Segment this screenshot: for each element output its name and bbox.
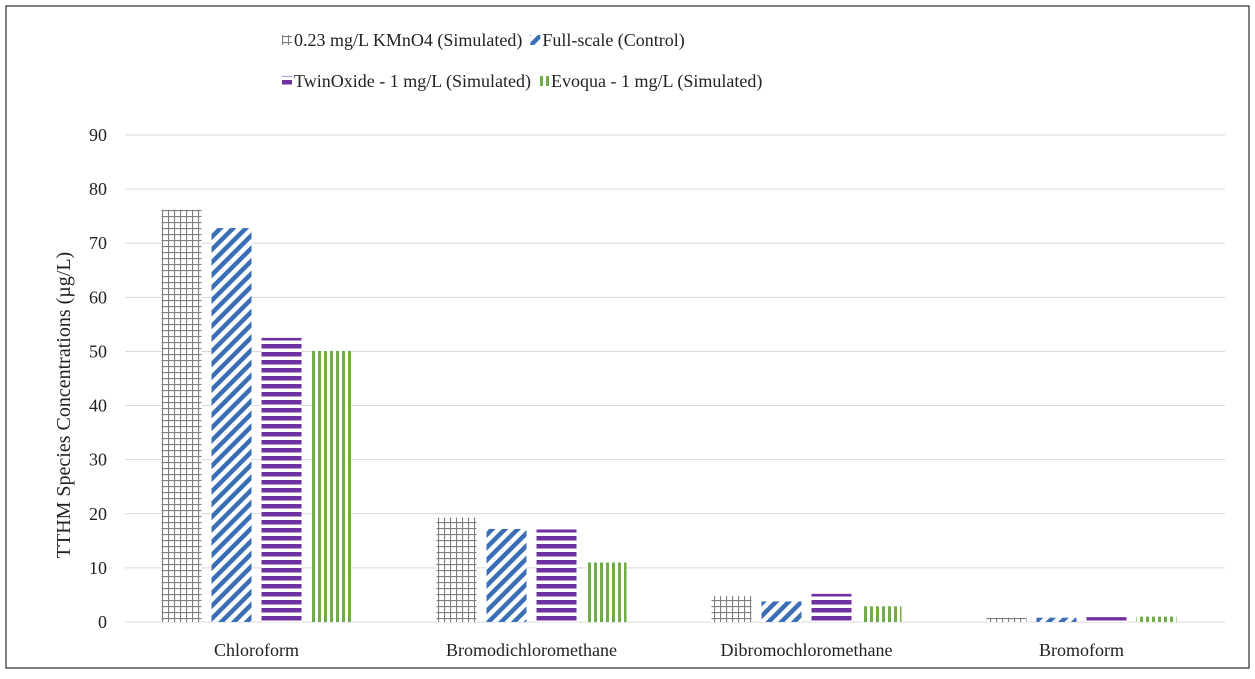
y-tick-label: 70 — [89, 233, 107, 253]
bar-4-bromoform — [1136, 616, 1177, 622]
bar-2-dibromochloromethane — [761, 601, 802, 622]
bar-3-bromoform — [1086, 617, 1127, 622]
bar-2-bromodichloromethane — [486, 528, 527, 622]
y-tick-label: 40 — [89, 396, 107, 416]
bar-3-bromodichloromethane — [536, 529, 577, 622]
bar-1-chloroform — [161, 209, 202, 622]
legend-swatch — [539, 76, 550, 86]
y-tick-label: 0 — [98, 612, 107, 632]
y-tick-label: 90 — [89, 125, 107, 145]
x-category-label: Chloroform — [214, 640, 299, 660]
legend-swatch — [282, 76, 292, 86]
bar-1-bromoform — [986, 617, 1027, 622]
legend-entry: Evoqua - 1 mg/L (Simulated) — [551, 71, 762, 92]
legend-swatch — [282, 35, 292, 45]
y-tick-label: 20 — [89, 504, 107, 524]
y-tick-label: 10 — [89, 558, 107, 578]
bar-2-bromoform — [1036, 617, 1077, 622]
bar-1-bromodichloromethane — [436, 517, 477, 622]
y-tick-label: 30 — [89, 450, 107, 470]
bar-4-dibromochloromethane — [861, 606, 902, 622]
legend-entry: 0.23 mg/L KMnO4 (Simulated) — [294, 30, 522, 51]
x-category-label: Bromodichloromethane — [446, 640, 617, 660]
legend-entry: TwinOxide - 1 mg/L (Simulated) — [294, 71, 531, 92]
bar-3-chloroform — [261, 337, 302, 622]
x-category-label: Dibromochloromethane — [721, 640, 893, 660]
legend-swatch — [530, 35, 541, 45]
y-axis-label: TTHM Species Concentrations (µg/L) — [53, 252, 75, 558]
legend: 0.23 mg/L KMnO4 (Simulated) Full-scale (C… — [282, 30, 762, 92]
y-tick-label: 80 — [89, 179, 107, 199]
y-tick-label: 60 — [89, 287, 107, 307]
legend-entry: Full-scale (Control) — [542, 30, 684, 51]
y-tick-labels: 0 10 20 30 40 50 60 70 80 90 — [89, 125, 107, 632]
bar-4-bromodichloromethane — [586, 562, 627, 622]
bar-4-chloroform — [311, 350, 352, 622]
bar-1-dibromochloromethane — [711, 596, 752, 622]
bar-3-dibromochloromethane — [811, 593, 852, 622]
y-tick-label: 50 — [89, 341, 107, 361]
bars — [161, 209, 1177, 622]
bar-2-chloroform — [211, 228, 252, 622]
x-category-label: Bromoform — [1039, 640, 1124, 660]
x-category-labels: Chloroform Bromodichloromethane Dibromochl… — [214, 640, 1124, 660]
